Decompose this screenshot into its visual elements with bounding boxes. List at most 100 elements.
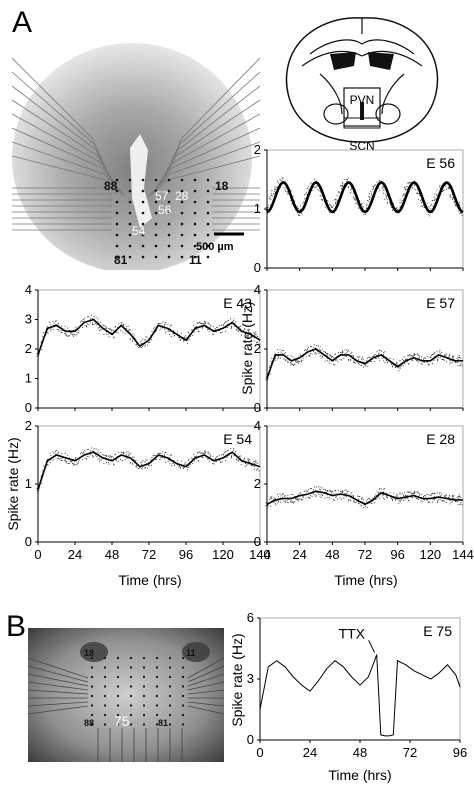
data-dot xyxy=(139,467,141,469)
data-dot xyxy=(417,354,419,356)
electrode-dot xyxy=(155,675,159,679)
data-dot xyxy=(396,493,398,495)
data-dot xyxy=(157,323,159,325)
data-dot xyxy=(439,184,441,186)
y-tick-label: 2 xyxy=(25,341,32,356)
data-dot xyxy=(393,497,395,500)
electrode-dot xyxy=(155,656,159,660)
y-tick-label: 6 xyxy=(247,610,254,625)
data-dot xyxy=(271,357,273,359)
data-dot xyxy=(449,187,451,189)
data-dot xyxy=(416,188,418,190)
data-dot xyxy=(351,492,353,494)
data-dot xyxy=(350,189,352,191)
data-dot xyxy=(38,489,40,491)
data-dot xyxy=(461,365,463,367)
data-dot xyxy=(204,452,206,454)
data-dot xyxy=(403,194,405,197)
data-dot xyxy=(188,459,190,461)
data-dot xyxy=(405,495,407,497)
electrode-dot xyxy=(90,675,94,679)
data-dot xyxy=(445,188,448,190)
electrode-dot xyxy=(180,255,184,259)
data-dot xyxy=(93,316,95,318)
data-dot xyxy=(207,322,209,324)
data-dot xyxy=(49,321,51,323)
electrode-dot xyxy=(115,178,119,182)
data-dot xyxy=(144,461,146,463)
data-dot xyxy=(460,496,462,498)
data-dot xyxy=(55,323,57,325)
data-dot xyxy=(374,185,376,187)
data-dot xyxy=(340,351,342,354)
chart-title: E 43 xyxy=(223,295,252,311)
data-dot xyxy=(81,451,83,454)
data-dot xyxy=(457,365,459,367)
data-dot xyxy=(155,326,157,328)
data-dot xyxy=(144,466,146,469)
data-dot xyxy=(186,339,189,341)
data-dot xyxy=(339,185,341,187)
electrode-dot xyxy=(180,233,184,237)
data-dot xyxy=(335,353,337,355)
electrode-dot xyxy=(193,200,197,204)
data-dot xyxy=(41,348,43,351)
data-dot xyxy=(361,356,363,359)
data-dot xyxy=(151,456,153,458)
data-dot xyxy=(384,351,386,353)
data-dot xyxy=(76,464,78,466)
data-dot xyxy=(275,504,277,506)
data-dot xyxy=(265,207,267,209)
data-dot xyxy=(129,329,131,331)
data-dot xyxy=(290,499,292,502)
data-dot xyxy=(439,491,441,493)
data-dot xyxy=(226,326,229,329)
data-dot xyxy=(432,498,434,500)
data-dot xyxy=(401,493,403,495)
data-dot xyxy=(72,463,74,465)
data-dot xyxy=(403,499,405,501)
data-dot xyxy=(368,200,370,202)
data-dot xyxy=(422,204,424,206)
data-dot xyxy=(417,361,420,363)
data-dot xyxy=(429,501,431,503)
data-dot xyxy=(335,198,337,200)
data-dot xyxy=(269,366,271,368)
data-dot xyxy=(110,457,112,459)
data-dot xyxy=(421,493,423,495)
data-dot xyxy=(69,332,71,334)
data-dot xyxy=(382,354,384,356)
electrode-dot xyxy=(141,233,145,237)
data-dot xyxy=(448,494,451,496)
data-dot xyxy=(271,496,273,498)
data-dot xyxy=(247,329,249,332)
data-dot xyxy=(133,334,135,336)
data-dot xyxy=(150,464,153,466)
ylabel-e57: Spike rate (Hz) xyxy=(239,301,255,394)
data-dot xyxy=(373,186,375,188)
data-dot xyxy=(125,451,128,453)
data-dot xyxy=(439,349,441,351)
data-dot xyxy=(299,355,301,357)
data-dot xyxy=(335,201,337,203)
data-dot xyxy=(418,355,420,357)
data-dot xyxy=(399,499,401,501)
data-dot xyxy=(244,327,246,329)
data-dot xyxy=(307,186,310,188)
data-dot xyxy=(95,454,97,456)
data-dot xyxy=(420,200,422,202)
electrode-dot xyxy=(141,189,145,193)
data-dot xyxy=(270,360,272,362)
data-dot xyxy=(358,363,360,365)
data-dot xyxy=(67,335,69,337)
data-dot xyxy=(382,497,385,499)
data-dot xyxy=(413,353,415,355)
data-dot xyxy=(274,352,276,354)
data-dot xyxy=(336,195,338,197)
data-dot xyxy=(147,342,149,344)
electrode-dot xyxy=(180,200,184,204)
data-dot xyxy=(420,202,423,204)
data-dot xyxy=(132,462,134,464)
electrode-dot xyxy=(116,694,120,698)
